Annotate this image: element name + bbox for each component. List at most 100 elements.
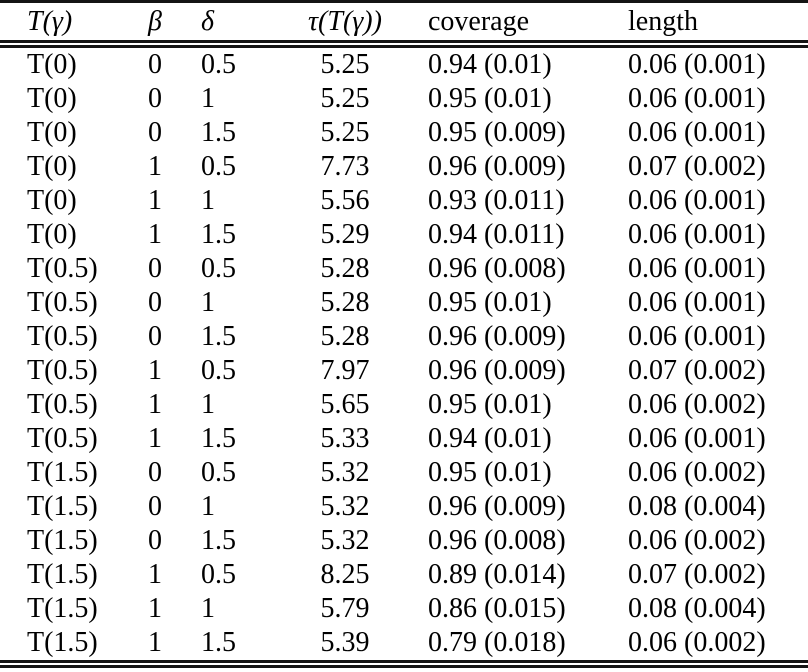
cell-coverage: 0.94 (0.011)	[428, 219, 565, 250]
cell-length: 0.06 (0.001)	[628, 83, 766, 114]
table-row: T(1.5) 0 0.5 5.32 0.95 (0.01) 0.06 (0.002)	[0, 456, 808, 490]
cell-t-gamma: T(0)	[27, 185, 77, 216]
cell-coverage: 0.89 (0.014)	[428, 559, 566, 590]
table-row: T(0.5) 0 1.5 5.28 0.96 (0.009) 0.06 (0.001)	[0, 320, 808, 354]
cell-tau-t-gamma: 5.25	[320, 49, 370, 80]
table-body: T(0) 0 0.5 5.25 0.94 (0.01) 0.06 (0.001) T(0) 0…	[0, 44, 808, 668]
cell-length: 0.06 (0.002)	[628, 457, 766, 488]
table-row: T(0) 0 1 5.25 0.95 (0.01) 0.06 (0.001)	[0, 82, 808, 116]
cell-coverage: 0.95 (0.01)	[428, 457, 552, 488]
cell-coverage: 0.95 (0.009)	[428, 117, 566, 148]
table-row: T(1.5) 1 0.5 8.25 0.89 (0.014) 0.07 (0.002)	[0, 558, 808, 592]
cell-length: 0.06 (0.002)	[628, 389, 766, 420]
cell-delta: 0.5	[201, 559, 236, 590]
table-row: T(0) 1 1.5 5.29 0.94 (0.011) 0.06 (0.001)	[0, 218, 808, 252]
cell-t-gamma: T(0)	[27, 117, 77, 148]
cell-delta: 1	[201, 389, 215, 420]
cell-t-gamma: T(0)	[27, 49, 77, 80]
cell-delta: 1.5	[201, 117, 236, 148]
cell-length: 0.06 (0.002)	[628, 525, 766, 556]
cell-coverage: 0.96 (0.009)	[428, 355, 566, 386]
cell-coverage: 0.96 (0.008)	[428, 253, 566, 284]
cell-tau-t-gamma: 5.25	[320, 117, 370, 148]
cell-length: 0.06 (0.002)	[625, 626, 808, 668]
cell-tau-t-gamma: 5.25	[320, 83, 370, 114]
cell-coverage: 0.96 (0.009)	[428, 321, 566, 352]
cell-beta: 0	[148, 287, 162, 318]
cell-delta: 1	[201, 287, 215, 318]
cell-coverage: 0.96 (0.009)	[428, 151, 566, 182]
cell-length: 0.06 (0.001)	[628, 185, 766, 216]
cell-coverage: 0.95 (0.01)	[428, 83, 552, 114]
cell-length: 0.07 (0.002)	[628, 151, 766, 182]
cell-beta: 1	[145, 626, 200, 668]
cell-beta: 1	[148, 559, 162, 590]
cell-beta: 0	[148, 83, 162, 114]
column-header-length: length	[625, 1, 808, 48]
cell-beta: 1	[148, 219, 162, 250]
cell-delta: 0.5	[201, 457, 236, 488]
cell-t-gamma: T(0.5)	[27, 287, 98, 318]
cell-length: 0.07 (0.002)	[628, 559, 766, 590]
cell-t-gamma: T(0.5)	[27, 389, 98, 420]
cell-coverage: 0.93 (0.011)	[428, 185, 565, 216]
table-row: T(1.5) 1 1 5.79 0.86 (0.015) 0.08 (0.004)	[0, 592, 808, 626]
cell-t-gamma: T(1.5)	[27, 457, 98, 488]
cell-beta: 1	[148, 423, 162, 454]
cell-coverage: 0.96 (0.009)	[428, 491, 566, 522]
cell-beta: 1	[148, 389, 162, 420]
cell-beta: 0	[148, 491, 162, 522]
cell-length: 0.06 (0.001)	[628, 253, 766, 284]
table-row: T(1.5) 0 1 5.32 0.96 (0.009) 0.08 (0.004)	[0, 490, 808, 524]
cell-beta: 0	[148, 49, 162, 80]
column-header-coverage: coverage	[410, 1, 625, 48]
cell-beta: 1	[148, 185, 162, 216]
column-header-beta: β	[145, 1, 200, 48]
cell-coverage: 0.95 (0.01)	[428, 287, 552, 318]
cell-tau-t-gamma: 5.28	[320, 253, 370, 284]
table-row: T(0) 0 0.5 5.25 0.94 (0.01) 0.06 (0.001)	[0, 44, 808, 82]
table-header-row: T(γ) β δ τ(T(γ)) coverage length	[0, 1, 808, 48]
cell-delta: 0.5	[201, 355, 236, 386]
cell-delta: 1	[201, 83, 215, 114]
cell-tau-t-gamma: 5.79	[320, 593, 370, 624]
cell-delta: 1.5	[201, 219, 236, 250]
cell-beta: 0	[148, 525, 162, 556]
cell-t-gamma: T(0)	[27, 219, 77, 250]
cell-t-gamma: T(0)	[27, 151, 77, 182]
cell-coverage: 0.94 (0.01)	[428, 423, 552, 454]
cell-length: 0.07 (0.002)	[628, 355, 766, 386]
cell-length: 0.08 (0.004)	[628, 593, 766, 624]
cell-beta: 1	[148, 355, 162, 386]
cell-t-gamma: T(1.5)	[27, 559, 98, 590]
cell-delta: 1.5	[200, 626, 280, 668]
cell-delta: 1	[201, 593, 215, 624]
cell-tau-t-gamma: 5.39	[280, 626, 410, 668]
cell-t-gamma: T(0)	[27, 83, 77, 114]
cell-t-gamma: T(1.5)	[27, 491, 98, 522]
table-row: T(0) 1 1 5.56 0.93 (0.011) 0.06 (0.001)	[0, 184, 808, 218]
cell-beta: 1	[148, 151, 162, 182]
cell-t-gamma: T(1.5)	[27, 593, 98, 624]
cell-beta: 0	[148, 253, 162, 284]
cell-beta: 0	[148, 117, 162, 148]
table-row: T(0.5) 0 0.5 5.28 0.96 (0.008) 0.06 (0.001)	[0, 252, 808, 286]
table-row: T(0.5) 1 1.5 5.33 0.94 (0.01) 0.06 (0.001)	[0, 422, 808, 456]
cell-delta: 0.5	[201, 49, 236, 80]
cell-length: 0.08 (0.004)	[628, 491, 766, 522]
cell-delta: 1.5	[201, 321, 236, 352]
table-row: T(1.5) 1 1.5 5.39 0.79 (0.018) 0.06 (0.002)	[0, 626, 808, 668]
cell-t-gamma: T(0.5)	[27, 321, 98, 352]
cell-tau-t-gamma: 8.25	[320, 559, 370, 590]
table-row: T(1.5) 0 1.5 5.32 0.96 (0.008) 0.06 (0.002)	[0, 524, 808, 558]
cell-delta: 1.5	[201, 525, 236, 556]
cell-coverage: 0.86 (0.015)	[428, 593, 566, 624]
table-row: T(0.5) 0 1 5.28 0.95 (0.01) 0.06 (0.001)	[0, 286, 808, 320]
cell-beta: 0	[148, 457, 162, 488]
cell-tau-t-gamma: 5.29	[320, 219, 370, 250]
table-row: T(0.5) 1 1 5.65 0.95 (0.01) 0.06 (0.002)	[0, 388, 808, 422]
table-header: T(γ) β δ τ(T(γ)) coverage length	[0, 1, 808, 48]
cell-tau-t-gamma: 7.97	[320, 355, 370, 386]
